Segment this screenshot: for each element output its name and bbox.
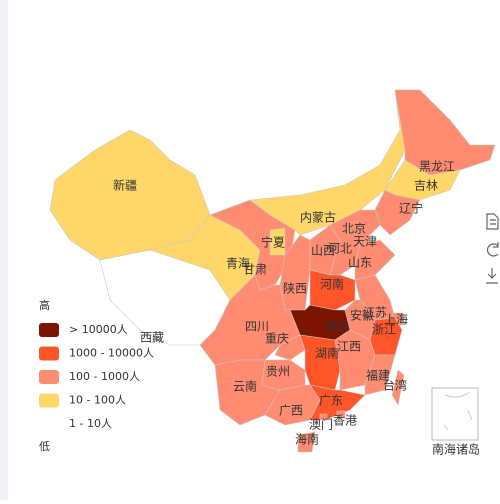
region xyxy=(309,384,366,421)
region-label: 湖北 xyxy=(325,319,349,334)
region-label: 辽宁 xyxy=(399,201,423,216)
tool-restore[interactable] xyxy=(487,242,499,257)
legend-swatch xyxy=(39,323,59,337)
region-label: 天津 xyxy=(353,235,377,249)
region-label: 湖南 xyxy=(315,346,339,361)
regions xyxy=(49,89,496,453)
region-label: 山西 xyxy=(311,244,335,258)
inset-box xyxy=(431,387,479,441)
legend-swatch xyxy=(39,370,59,384)
region-label: 云南 xyxy=(233,379,257,394)
region-label: 广西 xyxy=(279,404,303,418)
region-label: 新疆 xyxy=(113,178,137,193)
tool-data-view[interactable] xyxy=(486,213,499,230)
region xyxy=(336,410,346,419)
region-label: 四川 xyxy=(245,320,269,334)
region-label: 广东 xyxy=(319,394,343,408)
inset-islands xyxy=(443,391,473,431)
region-label: 陕西 xyxy=(283,281,307,296)
region-label: 黑龙江 xyxy=(419,160,455,174)
region-label: 上海 xyxy=(384,312,408,327)
inset-label: 南海诸岛 xyxy=(432,442,480,457)
region-label: 北京 xyxy=(342,222,366,236)
region-label: 香港 xyxy=(333,414,357,428)
region-label: 重庆 xyxy=(265,332,289,346)
region-label: 宁夏 xyxy=(261,235,285,250)
legend-label[interactable]: 10 - 100人 xyxy=(69,394,126,407)
region xyxy=(274,334,306,361)
region xyxy=(391,369,405,406)
region-label: 海南 xyxy=(295,432,319,447)
region-label: 澳门 xyxy=(309,417,333,432)
region-label: 西藏 xyxy=(140,331,164,345)
region-label: 青海 xyxy=(226,256,250,271)
region-label: 福建 xyxy=(366,368,390,383)
region xyxy=(364,354,396,396)
region xyxy=(299,334,341,391)
legend-swatch xyxy=(39,417,59,431)
region-label: 江西 xyxy=(337,340,361,354)
legend-low: 低 xyxy=(39,440,50,453)
legend-label[interactable]: 1000 - 10000人 xyxy=(69,347,154,360)
region-label: 吉林 xyxy=(414,179,438,193)
region-label: 河北 xyxy=(328,242,352,256)
side-strip xyxy=(0,0,8,500)
legend-label[interactable]: 100 - 1000人 xyxy=(69,370,140,383)
legend-label[interactable]: > 10000人 xyxy=(69,323,128,336)
toolbox xyxy=(486,213,499,284)
region-label: 浙江 xyxy=(372,323,396,337)
region xyxy=(297,431,316,453)
region xyxy=(49,129,211,261)
region-label: 山东 xyxy=(348,256,372,270)
region-label: 贵州 xyxy=(266,365,290,379)
region-label: 内蒙古 xyxy=(300,210,336,225)
legend-label[interactable]: 1 - 10人 xyxy=(69,417,112,430)
region xyxy=(319,413,328,421)
legend-swatch xyxy=(39,393,59,408)
region xyxy=(347,221,361,235)
region-label: 台湾 xyxy=(383,378,407,393)
region-label: 河南 xyxy=(320,277,344,292)
tool-save[interactable] xyxy=(486,268,498,284)
legend: 高 低 > 10000人 1000 - 10000人 100 - 1000人 10 -… xyxy=(39,298,154,453)
region-label: 江苏 xyxy=(363,306,387,320)
region-label: 安徽 xyxy=(350,308,374,323)
region-label: 甘肃 xyxy=(243,263,267,277)
region xyxy=(394,89,496,176)
legend-high: 高 xyxy=(39,298,50,312)
legend-swatch xyxy=(39,346,59,361)
